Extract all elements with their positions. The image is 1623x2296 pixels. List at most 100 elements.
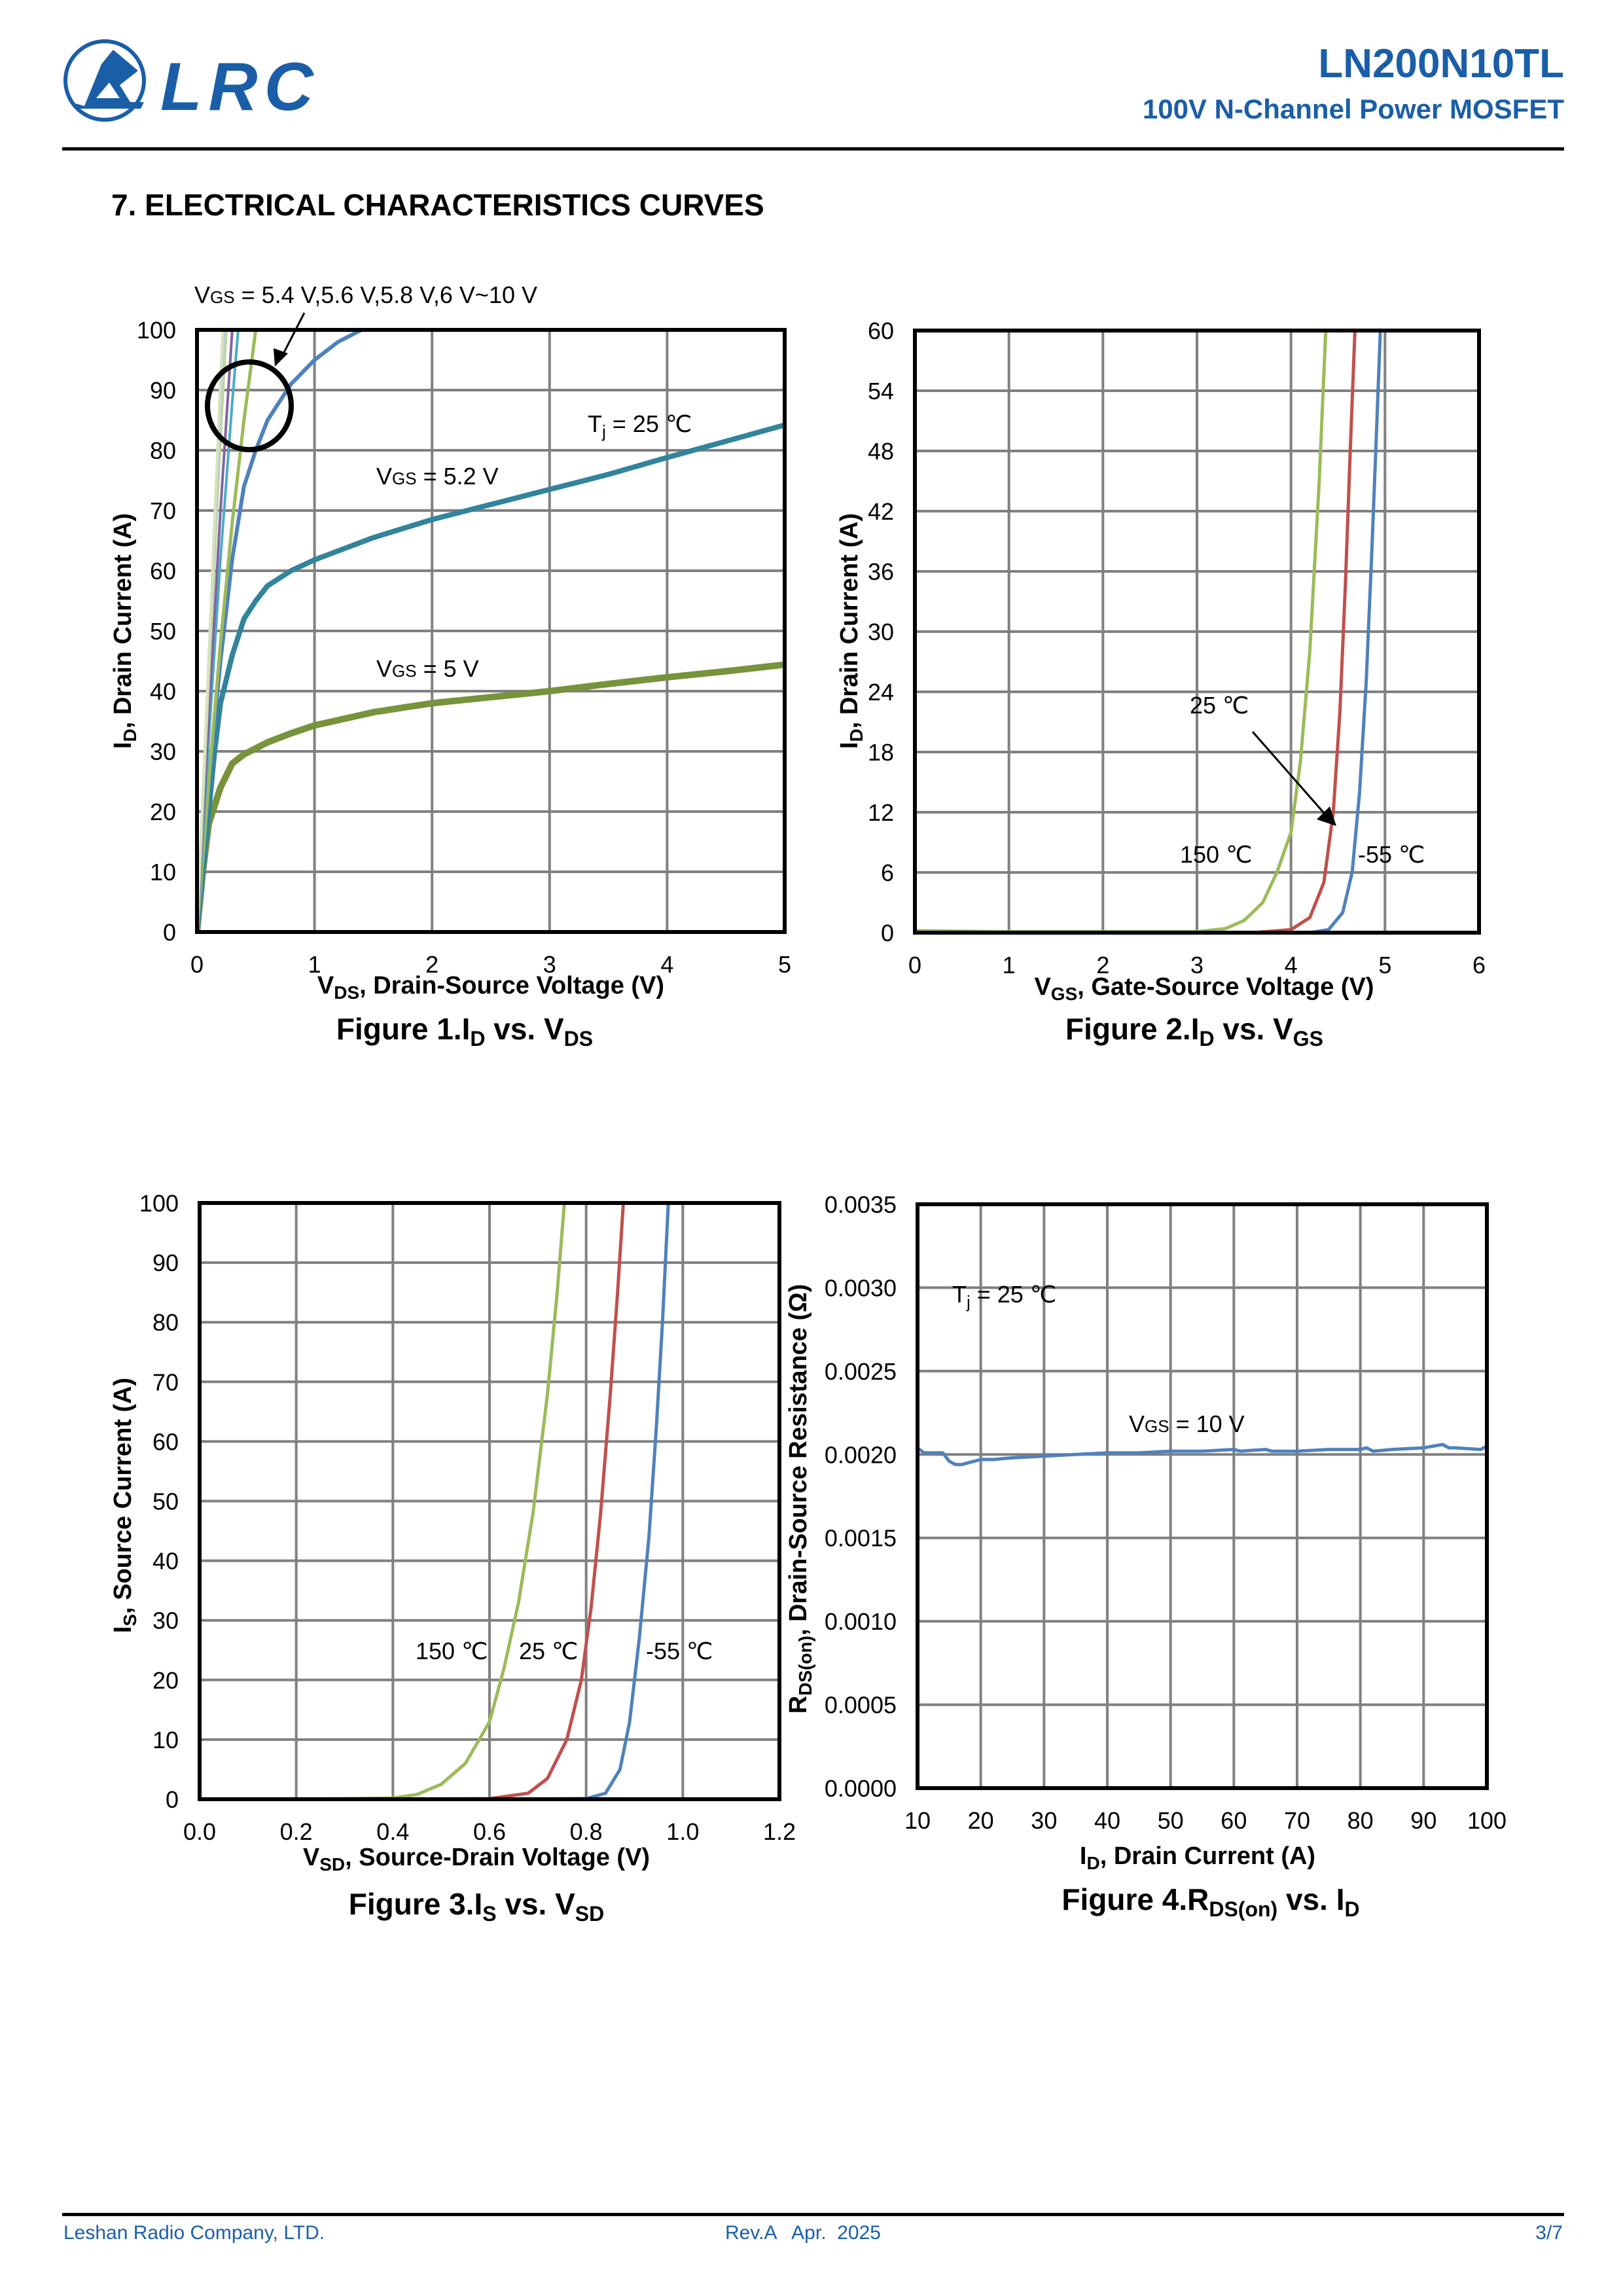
y-tick-label: 12	[868, 799, 894, 826]
footer-revision: Rev.A Apr. 2025	[725, 2222, 881, 2244]
header-divider	[62, 147, 1564, 151]
fig2-annotation-m55c: -55 ℃	[1358, 841, 1425, 868]
y-tick-label: 100	[137, 317, 176, 344]
fig1-caption: Figure 1.ID vs. VDS	[336, 1012, 593, 1050]
section-title: 7. ELECTRICAL CHARACTERISTICS CURVES	[111, 188, 764, 222]
fig2-caption: Figure 2.ID vs. VGS	[1065, 1012, 1323, 1050]
x-tick-label: 70	[1284, 1807, 1310, 1834]
fig4-annotation-tj: Tj = 25 ℃	[952, 1281, 1056, 1312]
x-tick-label: 4	[660, 951, 673, 978]
x-tick-label: 2	[425, 951, 438, 978]
x-tick-label: 4	[1285, 952, 1298, 978]
fig1-annotation-vgs52: VGS = 5.2 V	[376, 463, 499, 490]
series-line-vgs-5-6-v	[197, 330, 258, 932]
y-tick-label: 36	[868, 558, 894, 585]
y-tick-label: 60	[152, 1428, 179, 1455]
fig1-y-axis-title: ID, Drain Current (A)	[109, 513, 140, 749]
x-tick-label: 1.0	[666, 1818, 699, 1845]
series-line--55-	[488, 1203, 670, 1799]
fig1-arrowhead-icon	[274, 348, 288, 367]
y-tick-label: 0	[163, 919, 176, 946]
company-logo: LRC	[62, 38, 317, 125]
fig2-annotation-25c: 25 ℃	[1190, 692, 1249, 719]
part-number: LN200N10TL	[1318, 41, 1564, 86]
x-tick-label: 0.6	[473, 1818, 506, 1845]
y-tick-label: 0.0020	[825, 1441, 897, 1468]
plot-frame	[195, 328, 787, 934]
y-tick-label: 0.0010	[825, 1608, 897, 1635]
y-tick-label: 100	[139, 1190, 179, 1217]
y-tick-label: 60	[150, 558, 176, 584]
y-tick-label: 48	[868, 438, 894, 465]
fig2-arrowhead-icon	[1317, 806, 1336, 826]
fig4-annotation-vgs: VGS = 10 V	[1129, 1410, 1245, 1437]
y-tick-label: 0.0035	[825, 1191, 897, 1218]
x-tick-label: 2	[1096, 952, 1109, 978]
series-line-150-	[294, 1203, 566, 1799]
fig3-annotation-150c: 150 ℃	[416, 1638, 488, 1664]
y-tick-label: 90	[150, 377, 176, 404]
x-tick-label: 30	[1031, 1807, 1057, 1834]
logo-text: LRC	[160, 49, 317, 123]
y-tick-label: 6	[881, 859, 894, 886]
y-tick-label: 30	[868, 619, 894, 645]
x-tick-label: 40	[1094, 1807, 1120, 1834]
y-tick-label: 0.0000	[825, 1775, 897, 1802]
series-line-vgs-10-v	[918, 1443, 1487, 1467]
series-line-vgs-5-2-v	[197, 422, 785, 932]
y-tick-label: 20	[152, 1667, 179, 1694]
fig1-x-axis-title: VDS, Drain-Source Voltage (V)	[317, 972, 664, 1003]
fig2-annotation-150c: 150 ℃	[1180, 841, 1253, 868]
y-tick-label: 20	[150, 798, 176, 825]
x-tick-label: 1	[1003, 952, 1016, 978]
footer-divider	[62, 2213, 1564, 2216]
y-tick-label: 70	[152, 1369, 179, 1395]
fig1-annotation-tj: Tj = 25 ℃	[588, 410, 692, 441]
y-tick-label: 0	[881, 920, 894, 946]
x-tick-label: 0.0	[183, 1818, 216, 1845]
y-tick-label: 80	[152, 1309, 179, 1336]
x-tick-label: 5	[1378, 952, 1391, 978]
x-tick-label: 0	[908, 952, 921, 978]
y-tick-label: 50	[150, 618, 176, 645]
x-tick-label: 0.4	[376, 1818, 409, 1845]
x-tick-label: 20	[968, 1807, 994, 1834]
x-tick-label: 50	[1158, 1807, 1184, 1834]
fig3-y-axis-title: IS, Source Current (A)	[109, 1378, 140, 1633]
fig1-annotation-vgs5: VGS = 5 V	[376, 655, 479, 682]
x-tick-label: 0	[190, 951, 204, 978]
y-tick-label: 90	[152, 1249, 179, 1276]
fig2-annotation-arrow	[1251, 731, 1330, 819]
y-tick-label: 24	[868, 679, 894, 706]
figure-3: 0.0 0.2 0.4 0.6 0.8 1.0 1.2 0 10 20 30 40 50 60 70 80 90…	[109, 1190, 796, 1926]
x-tick-label: 1.2	[763, 1818, 796, 1845]
y-tick-label: 0.0015	[825, 1525, 897, 1552]
fig4-x-axis-title: ID, Drain Current (A)	[1080, 1842, 1315, 1873]
y-tick-label: 10	[152, 1727, 179, 1753]
fig1-annotation-vgs-group: VGS = 5.4 V,5.6 V,5.8 V,6 V~10 V	[194, 281, 537, 308]
y-tick-label: 40	[152, 1548, 179, 1575]
plot-frame	[198, 1201, 781, 1801]
y-tick-label: 0.0005	[825, 1692, 897, 1719]
y-tick-label: 42	[868, 498, 894, 525]
series-line-vgs-10-v	[197, 330, 224, 932]
footer-company: Leshan Radio Company, LTD.	[63, 2222, 325, 2244]
x-tick-label: 60	[1221, 1807, 1247, 1834]
fig1-highlight-circle	[205, 359, 294, 452]
plot-frame	[916, 1202, 1489, 1790]
y-tick-label: 50	[152, 1488, 179, 1515]
x-tick-label: 3	[1190, 952, 1204, 978]
fig3-annotation-m55c: -55 ℃	[646, 1638, 713, 1664]
logo-emblem-icon	[63, 39, 146, 122]
y-tick-label: 70	[150, 497, 176, 524]
y-tick-label: 30	[150, 738, 176, 765]
x-tick-label: 0.2	[280, 1818, 313, 1845]
x-tick-label: 0.8	[570, 1818, 603, 1845]
y-tick-label: 80	[150, 437, 176, 464]
series-line-25-	[391, 1203, 625, 1799]
x-tick-label: 6	[1472, 952, 1486, 978]
footer-page-number: 3/7	[1535, 2222, 1563, 2244]
product-subtitle: 100V N-Channel Power MOSFET	[1142, 94, 1564, 124]
